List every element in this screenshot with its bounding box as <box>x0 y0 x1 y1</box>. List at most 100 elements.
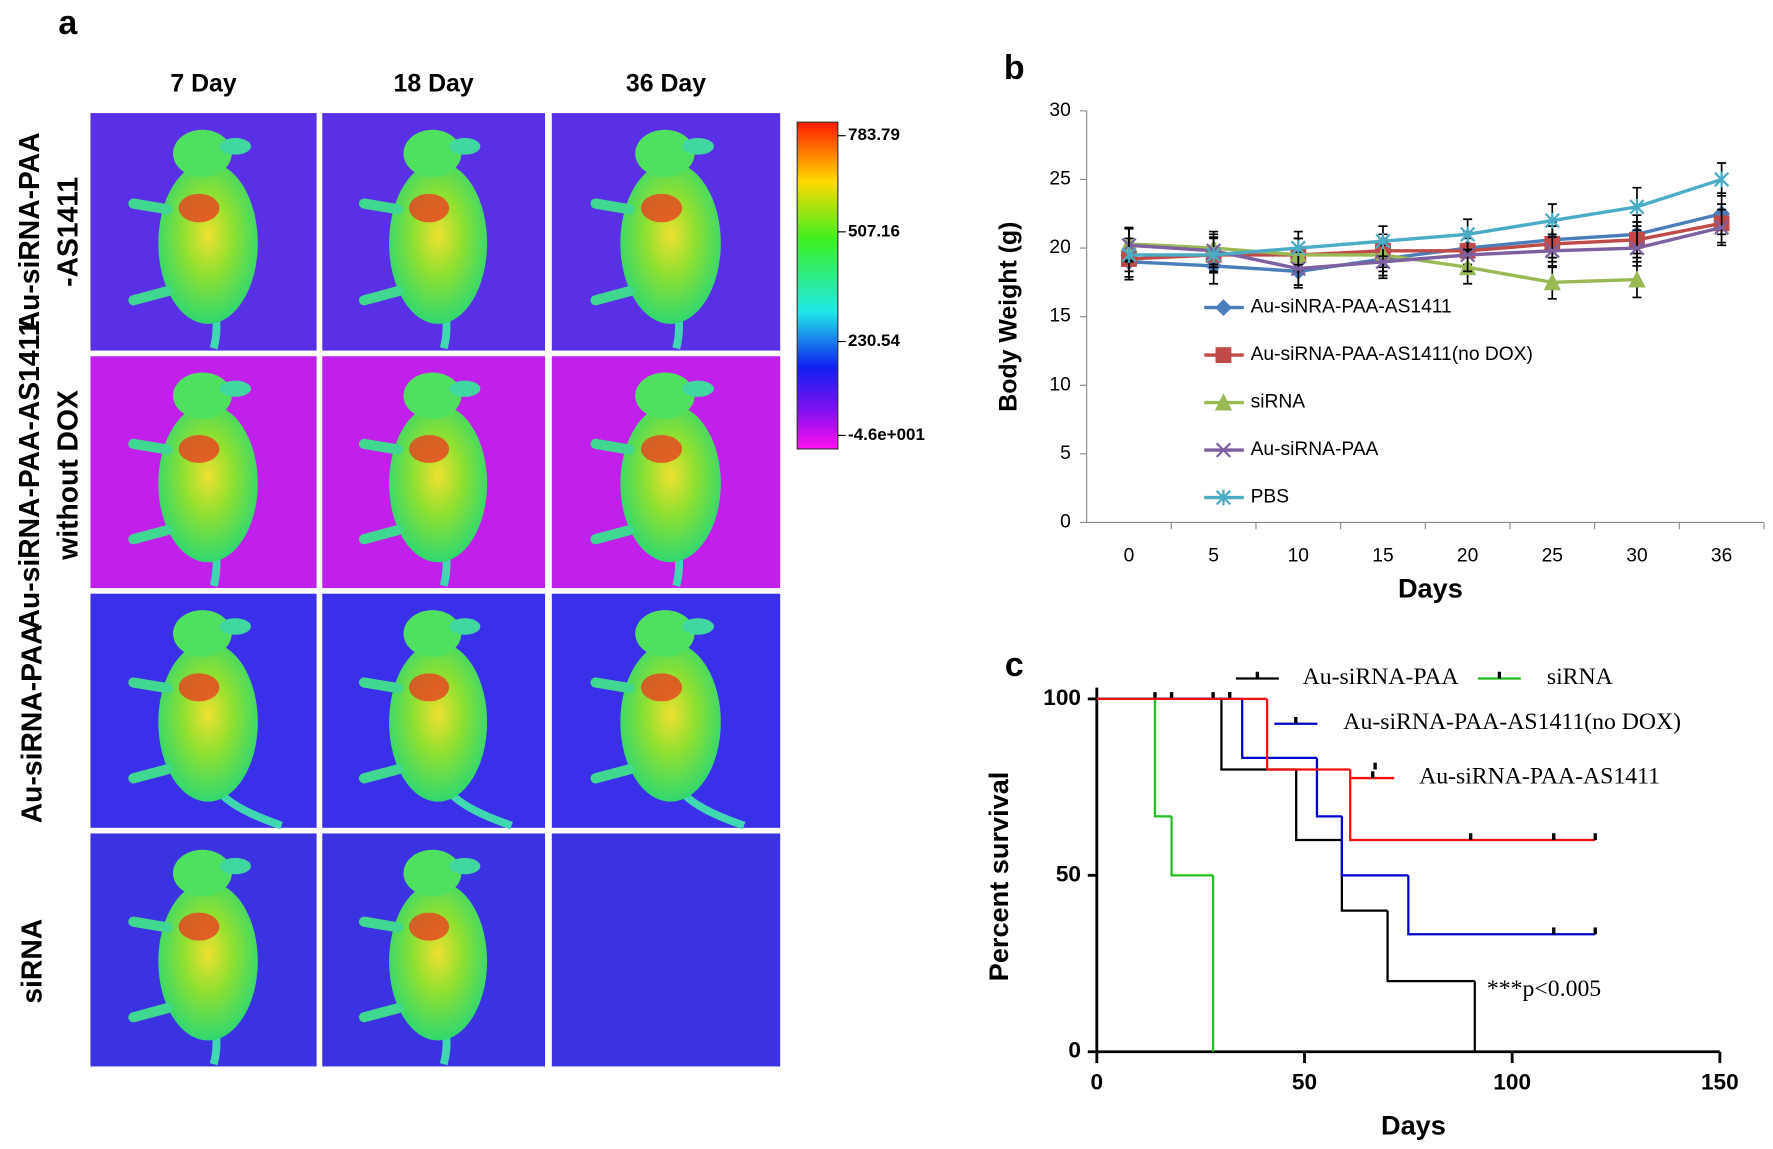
image-cell <box>322 356 546 589</box>
mouse-body <box>158 162 258 324</box>
x-axis-title: Days <box>1381 1110 1446 1141</box>
survival-step <box>1265 698 1351 771</box>
x-tick-label: 20 <box>1457 545 1478 566</box>
series-line <box>1128 177 1723 257</box>
mouse-head <box>173 129 232 178</box>
hot-spot <box>408 912 450 941</box>
image-cell <box>551 833 781 1067</box>
x-tick-label: 0 <box>1091 1069 1104 1094</box>
colorbar-label: 507.16 <box>848 221 900 240</box>
legend-label: Au-siNRA-PAA-AS1411 <box>1251 297 1452 318</box>
y-tick-label: 20 <box>1049 237 1070 258</box>
mouse-legs <box>358 677 404 784</box>
mouse-legs <box>590 677 635 784</box>
hot-spot <box>178 193 220 223</box>
y-tick-label: 5 <box>1060 443 1071 464</box>
mouse-ear <box>449 138 481 155</box>
mouse-head <box>635 372 695 419</box>
series-line <box>1128 212 1723 274</box>
marker <box>1544 243 1560 259</box>
legend-label: Au-siRNA-PAA <box>1303 664 1459 690</box>
panel-label: c <box>1005 646 1024 684</box>
hot-spot <box>640 435 683 463</box>
legend-label: siRNA <box>1547 664 1613 690</box>
x-tick-label: 0 <box>1124 545 1135 566</box>
mouse-head <box>635 129 695 178</box>
row-label: Au-siRNA-PAA <box>13 132 45 331</box>
y-axis-title: Percent survival <box>983 772 1014 982</box>
mouse-legs <box>128 438 173 545</box>
colorbar <box>796 121 839 450</box>
panel-label: a <box>58 4 78 42</box>
mouse-ear <box>219 618 252 635</box>
image-cell <box>322 593 546 830</box>
y-tick-label: 0 <box>1068 1038 1081 1063</box>
y-tick-label: 50 <box>1056 861 1081 886</box>
y-tick-label: 10 <box>1049 374 1070 395</box>
survival-step <box>1386 910 1475 983</box>
mouse-head <box>403 372 462 419</box>
y-tick-label: 15 <box>1049 306 1070 327</box>
marker <box>1215 347 1232 364</box>
column-header: 36 Day <box>626 69 706 97</box>
panel-label: b <box>1004 49 1025 87</box>
mouse-body <box>158 882 258 1041</box>
hot-spot <box>640 193 683 223</box>
mouse-body <box>389 882 488 1041</box>
mouse-ear <box>449 380 481 397</box>
marker <box>1460 226 1476 243</box>
image-cell <box>551 356 781 589</box>
hot-spot <box>408 193 450 223</box>
hot-spot <box>178 435 220 463</box>
mouse-legs <box>358 438 404 545</box>
y-tick-label: 0 <box>1060 512 1071 533</box>
hot-spot <box>640 673 683 702</box>
image-cell <box>90 593 317 830</box>
survival-step <box>1340 816 1409 877</box>
survival-step <box>1170 816 1214 877</box>
marker <box>1460 247 1476 263</box>
mouse-ear <box>681 380 714 397</box>
marker <box>1629 240 1645 256</box>
marker <box>1206 246 1222 263</box>
hot-spot <box>408 435 450 463</box>
mouse-ear <box>219 138 252 155</box>
marker <box>1543 273 1561 291</box>
y-tick-label: 25 <box>1049 169 1070 190</box>
y-tick-label: 100 <box>1043 685 1081 710</box>
image-cell <box>90 113 317 351</box>
image-cell <box>90 356 317 589</box>
y-axis-title: Body Weight (g) <box>994 222 1022 412</box>
marker <box>1375 254 1391 270</box>
mouse-legs <box>128 677 173 784</box>
image-cell <box>90 833 317 1067</box>
hot-spot <box>178 673 220 702</box>
marker <box>1628 270 1646 288</box>
mouse-legs <box>128 916 173 1023</box>
x-tick-label: 50 <box>1292 1069 1317 1094</box>
colorbar-label: -4.6e+001 <box>848 425 925 444</box>
image-cell <box>551 113 781 351</box>
mouse-body <box>158 642 258 802</box>
y-tick-label: 30 <box>1049 100 1070 121</box>
marker <box>1544 212 1560 229</box>
mouse-body <box>158 404 258 563</box>
mouse-head <box>173 372 232 419</box>
mouse-ear <box>681 138 714 155</box>
mouse-head <box>635 610 695 657</box>
column-header: 7 Day <box>170 69 237 97</box>
mouse-body <box>389 162 488 324</box>
marker <box>1629 198 1645 215</box>
marker <box>1714 171 1730 188</box>
image-cell <box>322 113 546 351</box>
x-tick-label: 25 <box>1542 545 1563 566</box>
mouse-ear <box>219 380 252 397</box>
annotation: ***p<0.005 <box>1487 976 1601 1002</box>
image-cell <box>322 833 546 1067</box>
colorbar-label: 783.79 <box>848 125 900 144</box>
mouse-ear <box>219 857 252 875</box>
row-label: siRNA <box>15 919 47 1004</box>
marker <box>1215 442 1232 458</box>
survival-step <box>1349 769 1596 842</box>
